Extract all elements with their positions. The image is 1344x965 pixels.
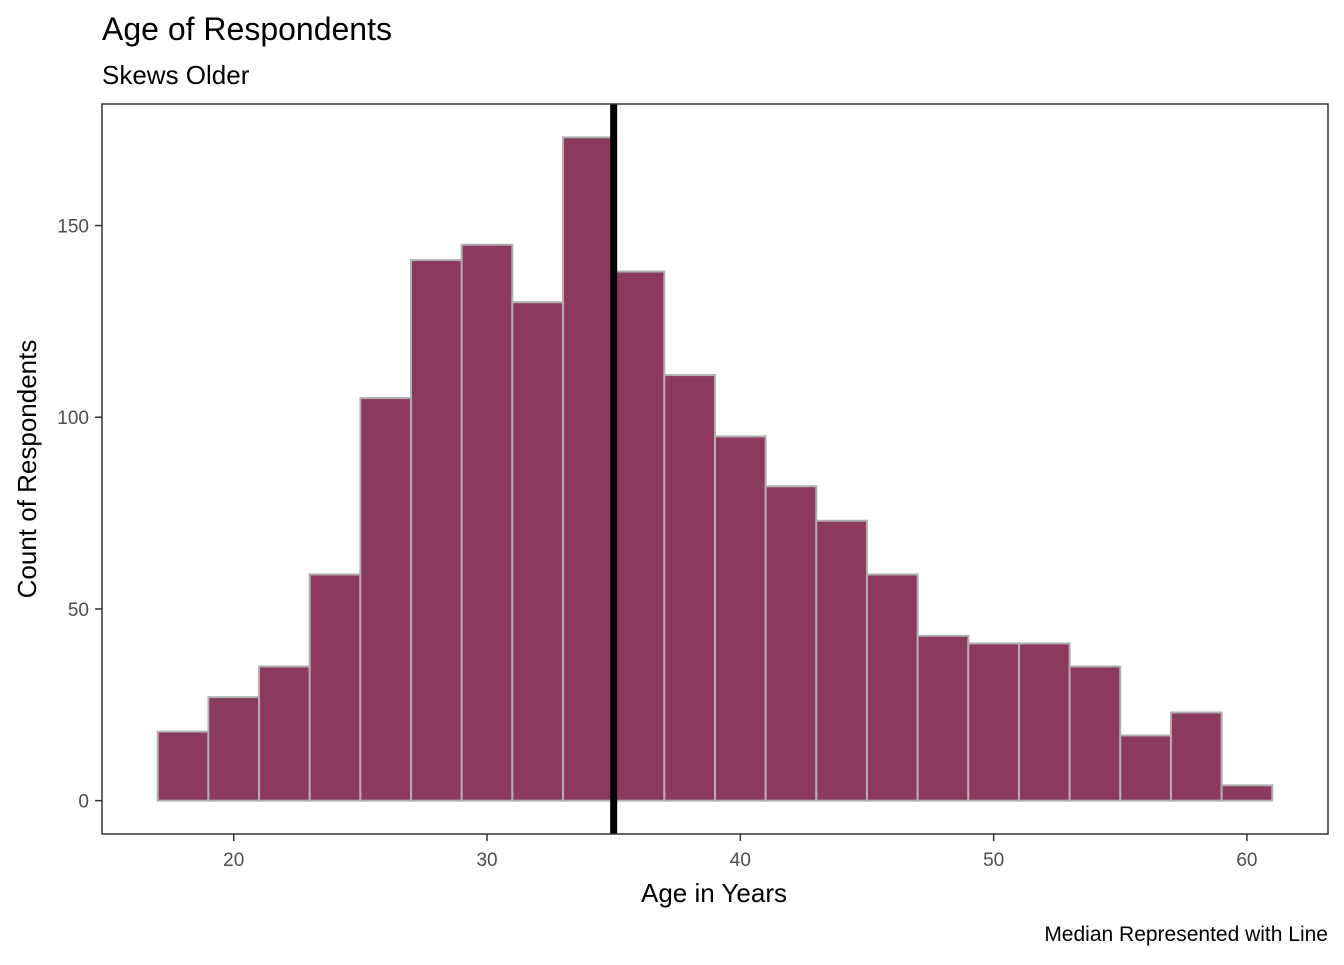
x-tick-label-20: 20 — [223, 850, 244, 871]
histogram-bar-21 — [1220, 784, 1274, 802]
y-axis: 0 50 100 150 — [57, 217, 102, 813]
x-tick-label-30: 30 — [476, 850, 497, 871]
histogram-bar-18 — [1068, 665, 1122, 802]
histogram-bar-9 — [612, 270, 666, 802]
histogram-bar-8 — [562, 136, 615, 802]
chart-subtitle: Skews Older — [102, 60, 250, 90]
x-tick-label-40: 40 — [730, 850, 751, 871]
histogram-bar-15 — [916, 634, 970, 802]
chart-title: Age of Respondents — [102, 11, 392, 47]
panel-border — [101, 103, 1329, 835]
histogram-bar-7 — [511, 301, 565, 802]
histogram-bar-13 — [815, 519, 868, 802]
histogram-bar-1 — [207, 696, 261, 802]
histogram-bar-10 — [663, 374, 717, 802]
x-tick-label-50: 50 — [983, 850, 1004, 871]
histogram-bar-19 — [1119, 734, 1172, 802]
histogram-bar-0 — [156, 730, 210, 802]
x-axis: 20 30 40 50 60 — [223, 834, 1258, 871]
y-tick-label-150: 150 — [57, 217, 89, 238]
x-tick-label-60: 60 — [1236, 850, 1257, 871]
bars-layer — [156, 136, 1274, 802]
y-tick-label-0: 0 — [78, 792, 89, 813]
x-axis-title: Age in Years — [641, 878, 787, 908]
histogram-bar-17 — [1017, 642, 1071, 802]
histogram-bar-12 — [764, 485, 818, 802]
y-axis-title: Count of Respondents — [12, 340, 42, 599]
histogram-bar-6 — [460, 243, 514, 802]
histogram-bar-16 — [967, 642, 1020, 802]
histogram-bar-4 — [359, 397, 413, 802]
histogram-bar-20 — [1169, 711, 1223, 802]
chart-caption: Median Represented with Line — [1044, 923, 1328, 946]
histogram-bar-14 — [865, 573, 919, 802]
histogram-bar-11 — [714, 435, 767, 802]
y-tick-label-100: 100 — [57, 408, 89, 429]
y-tick-label-50: 50 — [68, 600, 89, 621]
histogram-bar-2 — [258, 665, 311, 802]
histogram-bar-5 — [410, 259, 463, 802]
histogram-bar-3 — [308, 573, 362, 802]
